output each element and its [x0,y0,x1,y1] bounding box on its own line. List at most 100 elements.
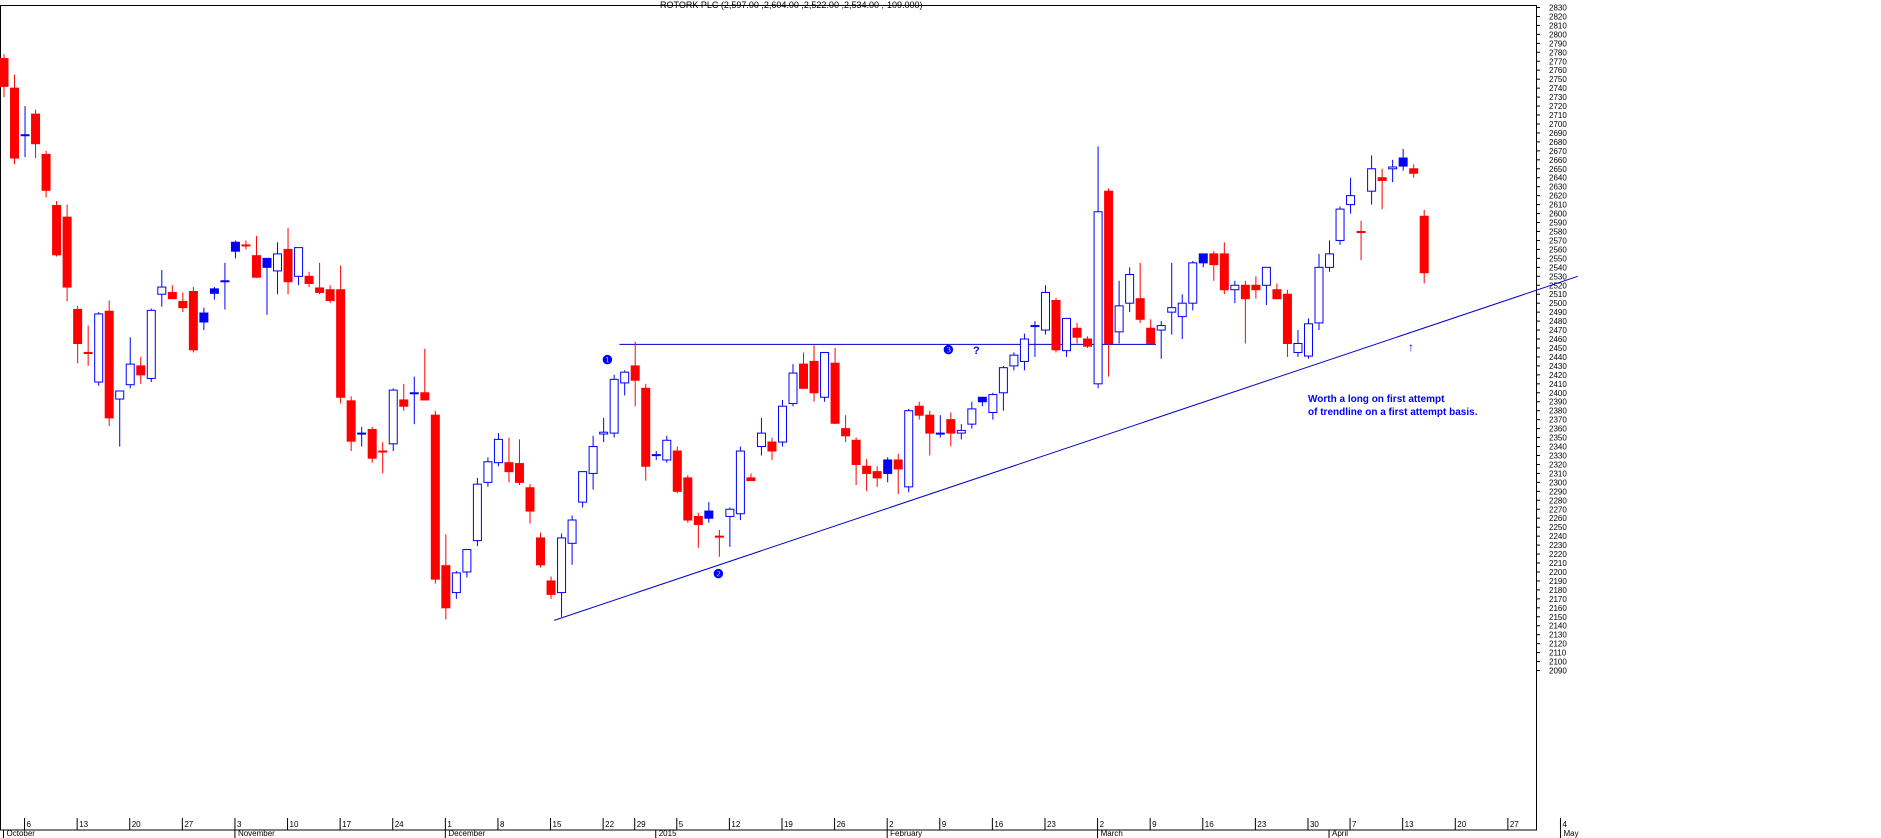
candle-body [472,483,482,542]
x-tick-label: 12 [731,820,740,829]
y-tick-label: 2740 [1549,84,1567,93]
y-tick-label: 2420 [1549,371,1567,380]
x-tick-label: 16 [994,820,1003,829]
y-tick-label: 2820 [1549,12,1567,21]
candle-body [641,387,651,467]
candle-body [1398,157,1408,167]
candle-body [599,431,609,435]
candle-body [588,446,598,474]
candle-body [0,58,9,87]
x-tick-label: 22 [605,820,614,829]
y-tick-label: 2830 [1549,4,1567,13]
candle-body [262,257,272,268]
candle-body [756,432,766,448]
candle-body [1346,195,1356,206]
candle-body [988,394,998,413]
candle-body [283,248,293,283]
candle-body [451,572,461,594]
candle-body [841,428,851,437]
candle-body [441,565,451,609]
candle-body [420,392,430,401]
y-tick-label: 2780 [1549,48,1567,57]
y-tick-label: 2270 [1549,505,1567,514]
candle-body [462,549,472,573]
month-label: February [890,829,922,838]
candle-body [914,405,924,416]
candle-body [157,286,167,295]
x-tick-label: 1 [447,820,452,829]
candle-body [125,363,135,386]
candle-body [1293,343,1303,353]
y-tick-label: 2280 [1549,496,1567,505]
candle-body [693,515,703,525]
candle-body [1251,284,1261,291]
y-tick-label: 2140 [1549,622,1567,631]
y-tick-label: 2670 [1549,147,1567,156]
candle-body [1083,338,1093,347]
candle-body [620,371,630,384]
candle-body [209,288,219,294]
candle-body [1356,231,1366,233]
candle-body [504,462,514,473]
trendline-line [554,275,1578,621]
y-tick-label: 2650 [1549,165,1567,174]
y-tick-label: 2790 [1549,39,1567,48]
candle-body [536,537,546,566]
candle-body [714,535,724,538]
month-label: November [238,829,275,838]
y-tick-label: 2410 [1549,380,1567,389]
x-tick-label: 30 [1310,820,1319,829]
candle-body [336,289,346,398]
candle-body [188,291,198,351]
x-tick-label: 10 [290,820,299,829]
x-tick-label: 23 [1257,820,1266,829]
candle-body [378,450,388,453]
x-tick-label: 19 [784,820,793,829]
y-tick-label: 2560 [1549,245,1567,254]
candle-body [704,510,714,519]
candle-body [325,289,335,301]
candle-body [199,312,209,323]
candle-body [367,429,377,459]
x-tick-label: 27 [184,820,193,829]
candle-body [1335,208,1345,241]
candle-body [493,438,503,464]
candle-body [1419,215,1429,274]
x-tick-label: 9 [1152,820,1157,829]
y-tick-label: 2390 [1549,398,1567,407]
y-tick-label: 2720 [1549,102,1567,111]
x-tick-label: 23 [1047,820,1056,829]
candle-body [346,400,356,442]
y-tick-label: 2760 [1549,66,1567,75]
candle-body [1009,354,1019,367]
candle-body [399,399,409,407]
candle-body [904,410,914,488]
y-tick-label: 2630 [1549,183,1567,192]
candle-body [357,432,367,435]
x-tick-label: 26 [837,820,846,829]
candle-body [1198,253,1208,264]
candle-body [41,153,51,191]
month-label: 2015 [659,829,677,838]
x-tick-label: 5 [679,820,684,829]
x-tick-label: 8 [500,820,505,829]
candle-body [735,450,745,515]
y-tick-label: 2340 [1549,443,1567,452]
y-tick-label: 2610 [1549,201,1567,210]
candle-body [1146,327,1156,345]
y-tick-label: 2360 [1549,425,1567,434]
candle-body [1114,305,1124,333]
x-tick-label: 4 [1562,820,1567,829]
x-tick-label: 13 [1405,820,1414,829]
month-label: May [1563,829,1578,838]
candle-body [956,429,966,434]
y-tick-label: 2510 [1549,290,1567,299]
y-tick-label: 2620 [1549,192,1567,201]
x-tick-label: 29 [637,820,646,829]
y-tick-label: 2350 [1549,434,1567,443]
marker-2: ❷ [713,567,724,581]
candle-body [1188,262,1198,304]
candle-body [1240,284,1250,300]
candle-body [241,244,251,247]
x-tick-label: 3 [237,820,242,829]
